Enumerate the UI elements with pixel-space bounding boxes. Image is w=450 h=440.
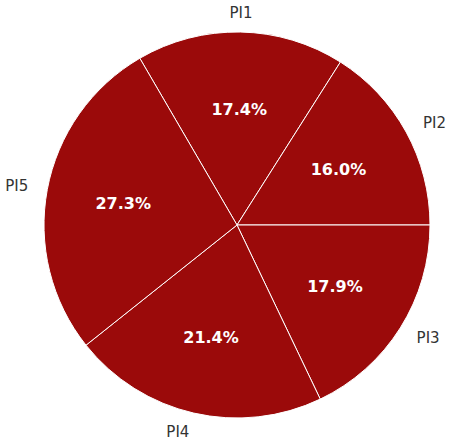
data-label: 16.0% xyxy=(311,160,367,179)
category-label: PI1 xyxy=(229,4,252,22)
slices xyxy=(44,32,430,418)
category-label: PI5 xyxy=(5,177,28,195)
chart-container: 17.4% PI1 16.0% PI2 17.9% PI3 21.4% PI4 27.3% PI5 xyxy=(0,0,450,440)
pie-slice xyxy=(44,58,237,345)
data-label: 21.4% xyxy=(183,328,239,347)
data-label: 17.9% xyxy=(307,277,363,296)
pie-slice xyxy=(237,62,430,225)
category-label: PI2 xyxy=(423,114,446,132)
pie-chart: 17.4% PI1 16.0% PI2 17.9% PI3 21.4% PI4 27.3% PI5 xyxy=(0,0,450,440)
data-label: 17.4% xyxy=(211,100,267,119)
category-label: PI4 xyxy=(166,423,189,440)
labels: 17.4% PI1 16.0% PI2 17.9% PI3 21.4% PI4 27.3% PI5 xyxy=(5,4,446,440)
category-label: PI3 xyxy=(417,329,440,347)
data-label: 27.3% xyxy=(95,194,151,213)
